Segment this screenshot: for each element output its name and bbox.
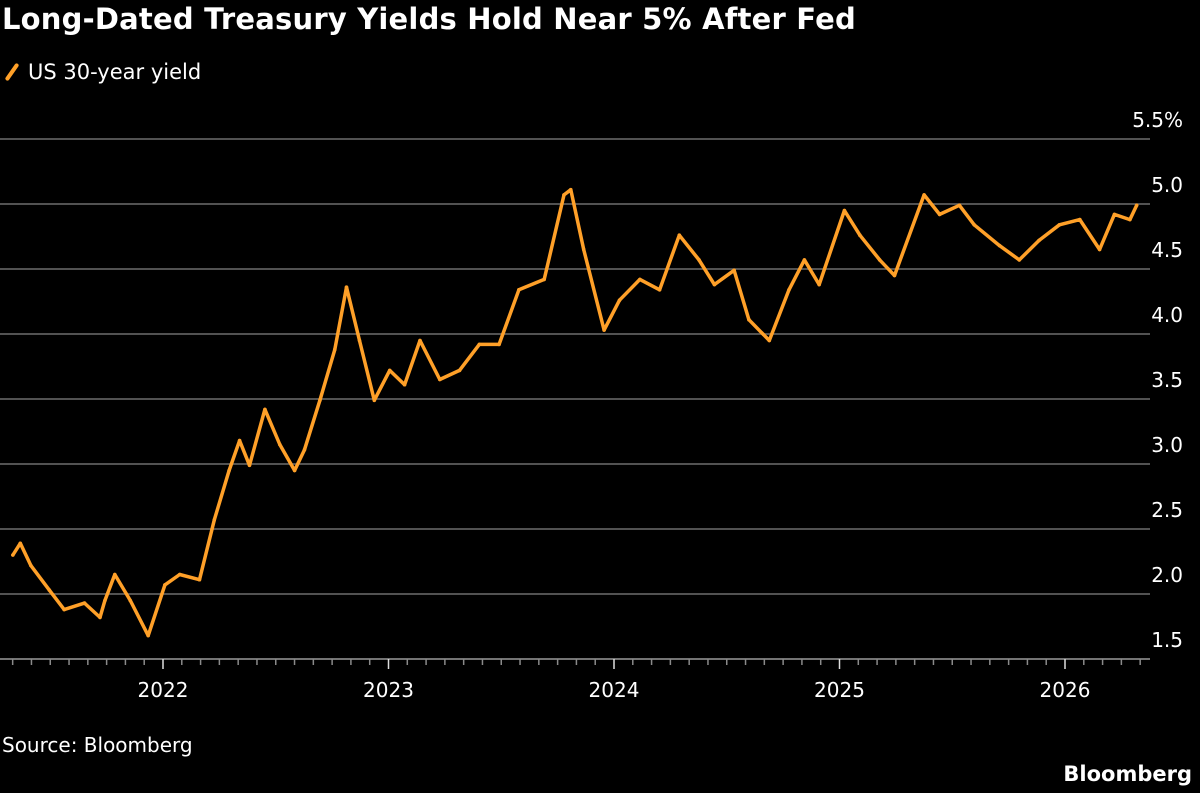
data-point xyxy=(937,212,942,217)
data-point xyxy=(1037,238,1041,243)
x-tick-label: 2022 xyxy=(138,678,189,702)
data-point xyxy=(332,347,337,352)
y-tick-label: 1.5 xyxy=(1151,628,1183,652)
data-point xyxy=(418,338,422,343)
data-point xyxy=(344,285,349,290)
data-point xyxy=(387,368,392,373)
legend-label: US 30-year yield xyxy=(28,60,202,84)
data-point xyxy=(657,288,662,292)
x-tick-label: 2025 xyxy=(814,678,865,702)
data-point xyxy=(103,598,107,603)
data-point xyxy=(163,583,167,587)
chart-title: Long-Dated Treasury Yields Hold Near 5% … xyxy=(2,2,856,36)
data-point xyxy=(197,577,202,582)
data-point xyxy=(18,541,23,546)
data-point xyxy=(302,447,307,452)
data-point xyxy=(562,193,566,197)
data-point xyxy=(638,277,642,282)
data-point xyxy=(1134,203,1139,208)
data-point xyxy=(802,258,807,262)
y-tick-label: 4.5 xyxy=(1151,238,1183,262)
data-point xyxy=(1112,212,1117,217)
data-point xyxy=(62,607,66,612)
data-point xyxy=(277,442,282,447)
data-point xyxy=(747,317,751,322)
data-point xyxy=(858,233,862,237)
data-point xyxy=(617,298,622,303)
data-point xyxy=(128,598,133,603)
data-point xyxy=(542,277,546,282)
data-point xyxy=(517,288,521,292)
y-tick-label: 4.0 xyxy=(1151,303,1183,327)
data-point xyxy=(477,342,482,347)
data-point xyxy=(972,223,976,227)
data-point xyxy=(247,463,252,468)
data-point xyxy=(602,328,606,332)
brand-logo: Bloomberg xyxy=(1063,762,1192,786)
data-point xyxy=(372,398,377,403)
data-point xyxy=(697,258,701,262)
legend: US 30-year yield xyxy=(4,60,201,84)
data-point xyxy=(842,208,847,213)
data-point xyxy=(437,377,442,382)
data-point xyxy=(1128,217,1132,222)
data-point xyxy=(318,398,322,403)
x-tick-label: 2024 xyxy=(589,678,640,702)
data-point xyxy=(712,282,717,287)
x-tick-label: 2023 xyxy=(363,678,414,702)
data-point xyxy=(146,633,150,638)
source-note: Source: Bloomberg xyxy=(2,733,193,757)
data-point xyxy=(82,601,87,605)
y-tick-label: 3.5 xyxy=(1151,368,1183,392)
x-tick-label: 2026 xyxy=(1040,678,1091,702)
y-tick-label: 2.0 xyxy=(1151,563,1183,587)
data-point xyxy=(402,382,407,387)
data-point xyxy=(1017,258,1022,262)
data-point xyxy=(497,342,501,347)
y-tick-label: 5.0 xyxy=(1151,173,1183,197)
data-point xyxy=(732,268,736,273)
data-point xyxy=(113,572,117,577)
data-point xyxy=(957,203,962,208)
data-point xyxy=(212,518,217,522)
data-point xyxy=(568,187,573,192)
data-point xyxy=(997,243,1002,248)
data-point xyxy=(892,273,897,278)
data-point xyxy=(581,247,586,252)
data-point xyxy=(47,588,52,592)
y-tick-label: 2.5 xyxy=(1151,498,1183,522)
data-point xyxy=(1057,223,1062,227)
data-point xyxy=(263,407,267,412)
data-point xyxy=(817,282,821,287)
data-point xyxy=(787,288,791,292)
data-point xyxy=(177,572,182,577)
data-point xyxy=(237,438,242,443)
data-point xyxy=(1078,217,1082,222)
y-tick-label: 5.5% xyxy=(1132,108,1183,132)
data-point xyxy=(98,615,102,620)
series-line-us-30-year-yield xyxy=(11,187,1139,638)
data-point xyxy=(922,193,926,197)
data-point xyxy=(292,468,297,473)
data-point xyxy=(1097,247,1102,252)
data-point xyxy=(357,338,362,343)
data-point xyxy=(28,563,33,568)
data-point xyxy=(877,258,882,262)
data-point xyxy=(227,468,231,473)
data-point xyxy=(11,553,15,557)
data-point xyxy=(767,338,772,343)
data-point xyxy=(457,368,462,373)
data-point xyxy=(677,233,682,237)
y-tick-label: 3.0 xyxy=(1151,433,1183,457)
